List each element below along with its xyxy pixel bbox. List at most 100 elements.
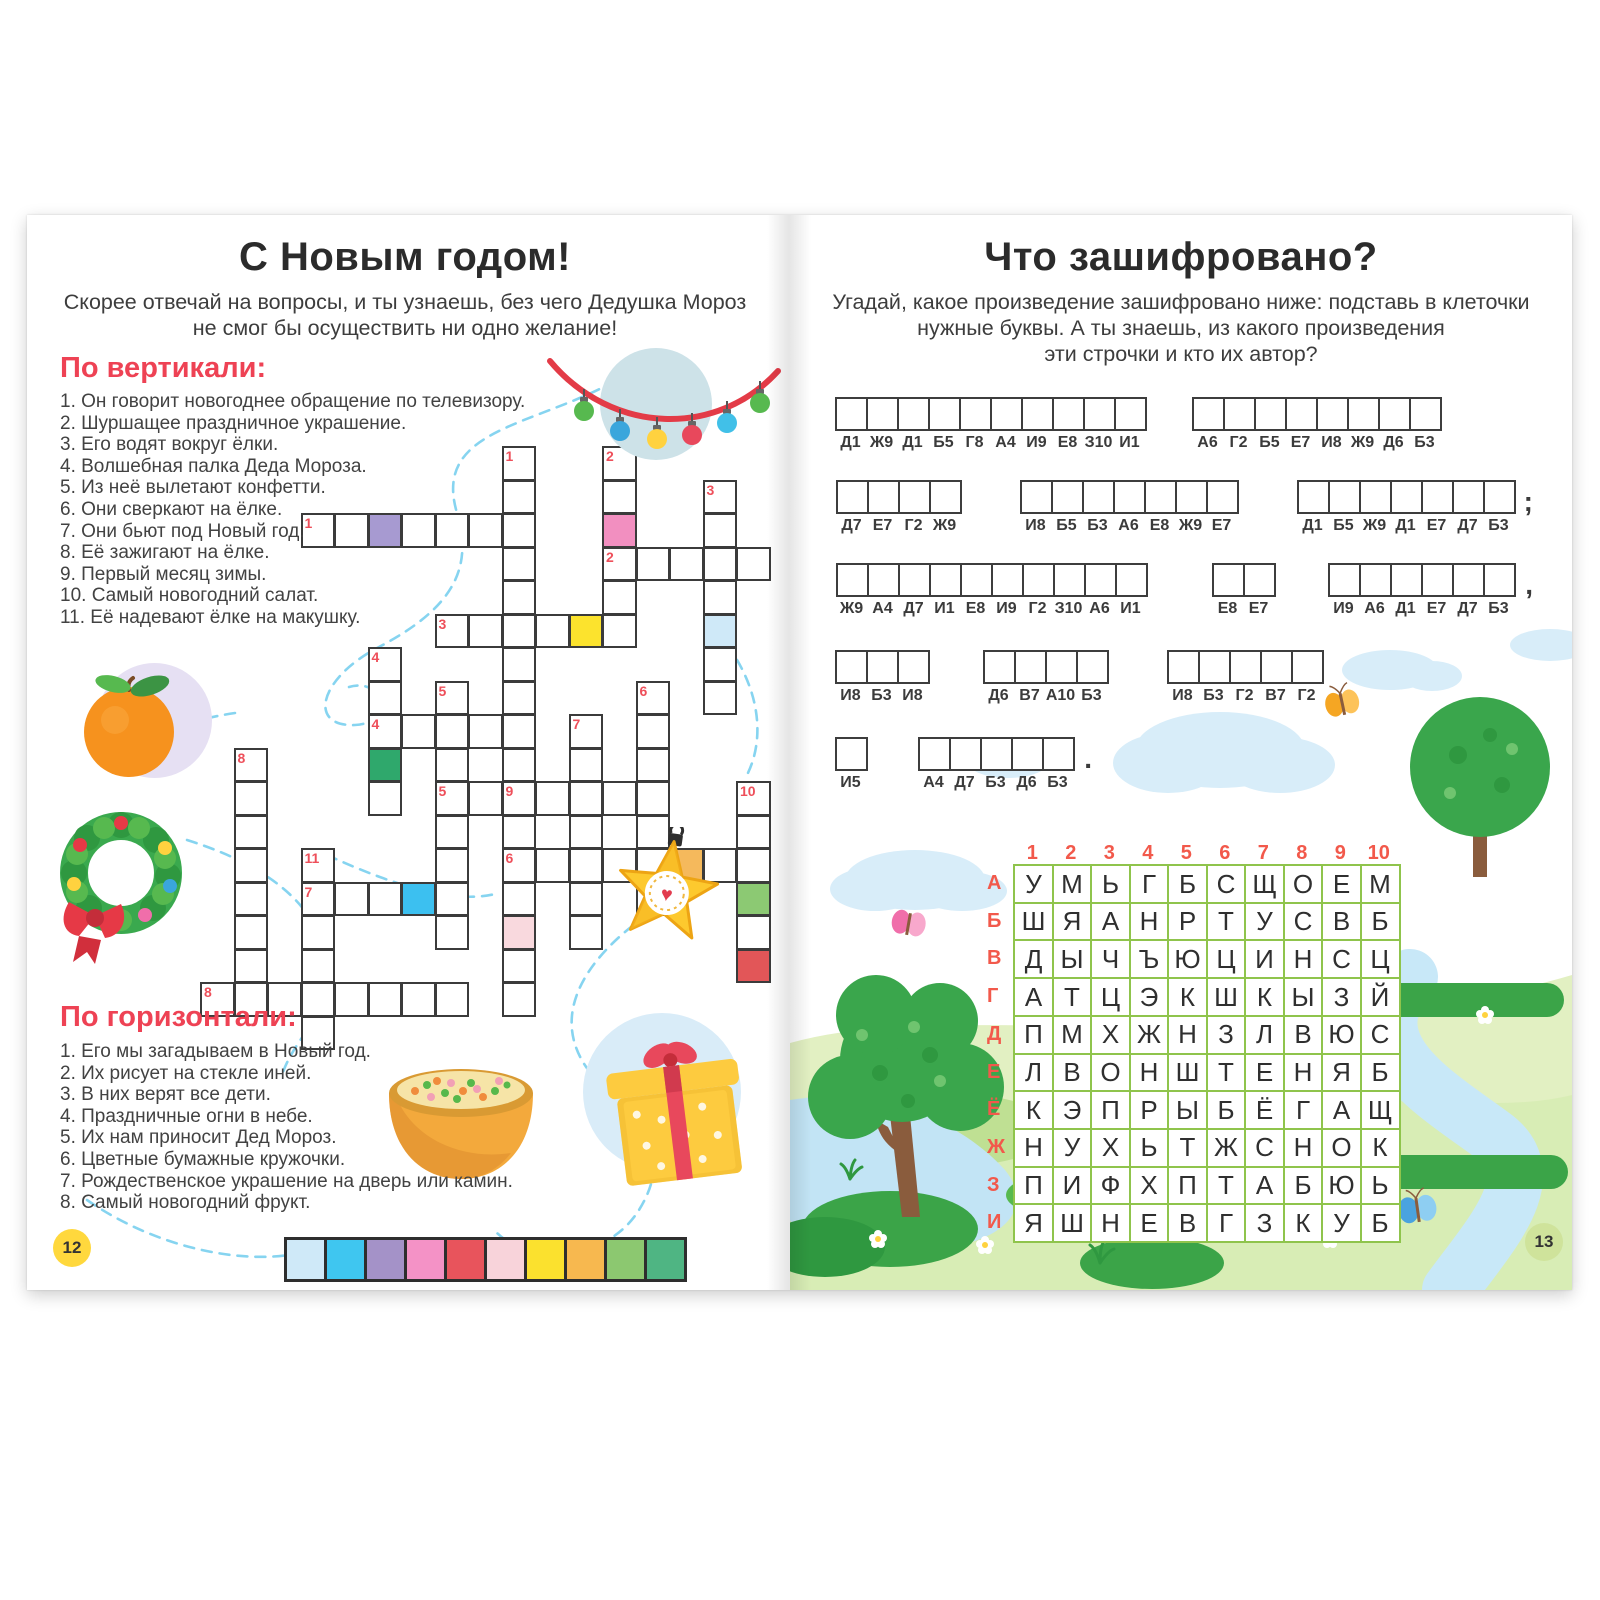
- grid-letter-cell: К: [1013, 1090, 1054, 1131]
- cipher-empty-cell: [990, 397, 1023, 431]
- cipher-labels: Е8 Е7: [1212, 600, 1276, 618]
- cipher-code-label: Б5: [1333, 517, 1354, 534]
- crossword-word-number: 5: [438, 783, 447, 799]
- grid-row-label: Е: [987, 1060, 1001, 1083]
- cipher-empty-cell: [1192, 397, 1225, 431]
- grid-letter-cell: И: [1244, 939, 1285, 980]
- crossword-word-number: 3: [706, 481, 715, 498]
- grid-letter-cell: К: [1282, 1203, 1324, 1244]
- cipher-labels: А4 Д7 Б3 Д6 Б3: [918, 774, 1075, 792]
- grid-letter-cell: Б: [1167, 864, 1208, 904]
- grid-letter-cell: Н: [1090, 1203, 1131, 1244]
- cipher-code-label: И8: [1321, 434, 1342, 451]
- butterfly-orange: [1325, 681, 1360, 717]
- cipher-word-group: И9 А6 Д1 Е7 Д7 Б3,: [1328, 563, 1533, 618]
- grid-letter-cell: Е: [1244, 1052, 1285, 1093]
- cipher-word-group: Д7 Е7 Г2 Ж9: [836, 480, 962, 535]
- cipher-empty-cell: [835, 737, 868, 771]
- cipher-cells: [983, 650, 1109, 684]
- cipher-code-label: Е8: [965, 600, 986, 617]
- cipher-cells: [835, 650, 930, 684]
- cipher-empty-cell: [1328, 480, 1361, 514]
- crossword-cell: [568, 915, 603, 950]
- grid-letter-cell: Ю: [1321, 1014, 1362, 1055]
- star-ornament-icon: ♥: [619, 827, 720, 940]
- cipher-code-label: А6: [1364, 600, 1385, 617]
- grid-letter-cell: Ь: [1359, 1165, 1401, 1206]
- book-spread: С Новым годом! Скорее отвечай на вопросы…: [27, 215, 1572, 1290]
- crossword-cell: [401, 982, 436, 1017]
- vertical-clue: 2. Шуршащее праздничное украшение.: [60, 412, 407, 434]
- grid-letter-cell: Ч: [1090, 939, 1131, 980]
- crossword-word-number: 7: [572, 716, 581, 732]
- cipher-code-label: Б5: [1056, 517, 1077, 534]
- cipher-empty-cell: [1011, 737, 1044, 771]
- crossword-word-number: 9: [505, 783, 514, 799]
- cipher-cells: [1212, 563, 1276, 597]
- cipher-empty-cell: [897, 397, 930, 431]
- vertical-clue: 11. Её надевают ёлке на макушку.: [60, 606, 361, 628]
- grid-letter-cell: П: [1090, 1090, 1131, 1131]
- crossword-cell: [635, 781, 670, 816]
- grid-letter-cell: С: [1205, 864, 1247, 904]
- grid-letter-cell: Н: [1128, 1052, 1170, 1093]
- grid-letter-cell: З: [1205, 1014, 1247, 1055]
- cipher-word-group: И8 Б3 И8: [835, 650, 930, 705]
- cipher-empty-cell: [1328, 563, 1361, 597]
- cipher-cells: [836, 563, 1148, 597]
- vertical-clue: 6. Они сверкают на ёлке.: [60, 498, 283, 520]
- page-number-left: 12: [62, 1238, 82, 1257]
- cipher-empty-cell: [1113, 480, 1146, 514]
- crossword-grid: 1 2 3 4 5 6 7 8 9 10 11 1 2 3 4 5 6 7 8: [200, 446, 775, 1056]
- cipher-empty-cell: [929, 480, 962, 514]
- cipher-code-label: Ж9: [1350, 434, 1375, 451]
- grid-letter-cell: Э: [1128, 977, 1170, 1018]
- cipher-empty-cell: [897, 650, 930, 684]
- cipher-labels: Д6 В7 А10 Б3: [983, 687, 1109, 705]
- cipher-empty-cell: [866, 650, 899, 684]
- crossword-cell: [300, 915, 335, 950]
- crossword-cell: [702, 580, 737, 615]
- cipher-code-label: И8: [1025, 517, 1046, 534]
- crossword-cell: [501, 680, 536, 715]
- cipher-code-label: З10: [1054, 600, 1083, 617]
- cipher-code-label: А6: [1118, 517, 1139, 534]
- cipher-empty-cell: [918, 737, 951, 771]
- cipher-empty-cell: [1167, 650, 1200, 684]
- cipher-code-label: И5: [840, 774, 861, 791]
- grid-letter-cell: З: [1321, 977, 1362, 1018]
- crossword-cell: [434, 680, 469, 715]
- vertical-clues-list: 1. Он говорит новогоднее обращение по те…: [60, 391, 525, 629]
- grid-letter-cell: М: [1359, 864, 1401, 904]
- grid-letter-cell: О: [1321, 1127, 1362, 1168]
- vertical-clue: 8. Её зажигают на ёлке.: [60, 542, 270, 564]
- cipher-empty-cell: [1198, 650, 1231, 684]
- vertical-clue: 5. Из неё вылетают конфетти.: [60, 477, 326, 499]
- crossword-cell: [635, 680, 670, 715]
- cipher-empty-cell: [898, 563, 931, 597]
- crossword-cell: [501, 513, 536, 548]
- grid-column-number: 4: [1142, 842, 1154, 864]
- cipher-code-label: Б3: [871, 687, 892, 704]
- cipher-code-label: Д1: [1395, 600, 1416, 617]
- crossword-cell: [367, 680, 402, 715]
- cipher-word-group: Д1 Б5 Ж9 Д1 Е7 Д7 Б3;: [1297, 480, 1533, 535]
- cipher-empty-cell: [1020, 480, 1053, 514]
- cipher-empty-cell: [959, 397, 992, 431]
- grid-letter-cell: П: [1167, 1165, 1208, 1206]
- cipher-code-label: И9: [996, 600, 1017, 617]
- crossword-cell: [434, 747, 469, 782]
- cipher-code-label: Е8: [1057, 434, 1078, 451]
- crossword-cell: [501, 814, 536, 849]
- butterfly-pink: [891, 909, 926, 937]
- cipher-empty-cell: [1229, 650, 1262, 684]
- cipher-empty-cell: [866, 397, 899, 431]
- crossword-word-number: 6: [505, 850, 514, 866]
- vertical-clue: 3. Его водят вокруг ёлки.: [60, 434, 279, 456]
- cipher-code-label: Е7: [1426, 517, 1447, 534]
- crossword-cell: [736, 814, 771, 849]
- crossword-cell: [434, 982, 469, 1017]
- grid-letter-cell: Ю: [1321, 1165, 1362, 1206]
- christmas-wreath-icon: [60, 812, 182, 964]
